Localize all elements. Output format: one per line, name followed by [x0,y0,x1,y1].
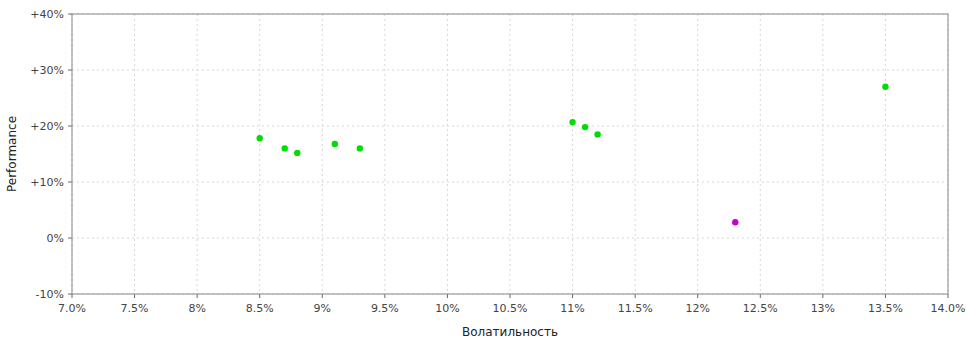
x-tick-label: 8% [188,302,205,315]
tick-labels: 7.0% 7.5% 8% 8.5% 9% 9.5% 10% 10.5% 11% 11.5% 12% 1… [30,8,965,315]
x-tick [635,294,636,298]
x-axis-label: Волатильность [462,325,558,339]
x-tick-label: 8.5% [246,302,274,315]
y-tick [68,70,72,71]
point [257,135,263,141]
x-tick [948,294,949,298]
x-tick-label: 11.5% [618,302,653,315]
x-grid-line [635,14,636,294]
series [257,84,889,156]
x-tick [197,294,198,298]
x-grid-line [885,14,886,294]
x-tick-label: 7.0% [58,302,86,315]
x-tick-label: 14.0% [931,302,966,315]
y-tick [68,126,72,127]
plot-area [72,14,948,294]
x-tick [760,294,761,298]
point [882,84,888,90]
x-tick [885,294,886,298]
point [732,219,738,225]
x-tick [72,294,73,298]
point [594,131,600,137]
x-grid-line [322,14,323,294]
y-axis-label: Performance [5,116,19,192]
x-tick-label: 10% [435,302,459,315]
points [257,84,889,226]
point [569,119,575,125]
point [582,124,588,130]
x-grid-line [760,14,761,294]
grid [72,14,948,294]
x-tick-label: 11% [560,302,584,315]
x-tick [822,294,823,298]
y-tick-label: +30% [30,64,64,77]
x-tick-label: 12.5% [743,302,778,315]
point [294,150,300,156]
x-tick-label: 12% [685,302,709,315]
point [282,145,288,151]
chart: 7.0% 7.5% 8% 8.5% 9% 9.5% 10% 10.5% 11% 11.5% 12% 1… [0,0,966,350]
x-tick [259,294,260,298]
x-grid-line [134,14,135,294]
x-tick [697,294,698,298]
y-tick [68,182,72,183]
point [332,141,338,147]
x-tick [572,294,573,298]
x-grid-line [447,14,448,294]
plot-frame [72,14,948,294]
x-tick-label: 13% [811,302,835,315]
y-grid-line [72,70,948,71]
x-grid-line [259,14,260,294]
point [357,145,363,151]
x-tick [322,294,323,298]
x-grid-line [197,14,198,294]
series [732,219,738,225]
y-grid-line [72,126,948,127]
x-grid-line [697,14,698,294]
y-grid-line [72,182,948,183]
y-tick [68,294,72,295]
y-tick-label: +40% [30,8,64,21]
x-tick-label: 7.5% [121,302,149,315]
x-tick [134,294,135,298]
x-tick-label: 13.5% [868,302,903,315]
x-tick-label: 10.5% [493,302,528,315]
y-tick [68,238,72,239]
x-tick [510,294,511,298]
x-grid-line [510,14,511,294]
y-tick-label: +20% [30,120,64,133]
y-tick-label: 0% [47,232,64,245]
y-grid-line [72,238,948,239]
x-tick [447,294,448,298]
x-grid-line [822,14,823,294]
y-tick [68,14,72,15]
x-grid-line [572,14,573,294]
x-grid-line [384,14,385,294]
x-tick [384,294,385,298]
y-tick-label: -10% [36,288,64,301]
x-tick-label: 9% [314,302,331,315]
y-tick-label: +10% [30,176,64,189]
x-tick-label: 9.5% [371,302,399,315]
